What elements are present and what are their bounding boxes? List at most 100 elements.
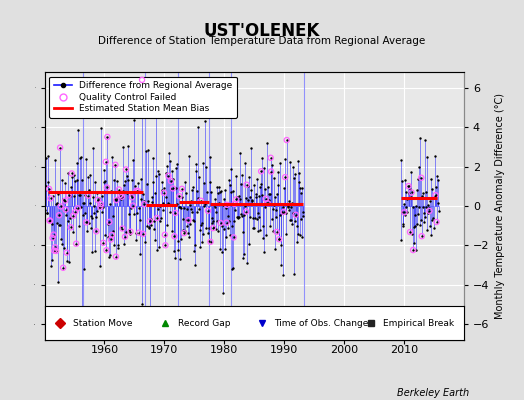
Point <box>191 242 200 248</box>
Point <box>226 189 235 196</box>
Point <box>249 224 257 231</box>
Point <box>417 174 425 181</box>
Point <box>286 217 294 223</box>
Point <box>70 192 78 199</box>
Point <box>92 214 100 220</box>
Point <box>117 196 126 202</box>
Point <box>96 201 105 207</box>
Point <box>275 236 283 242</box>
Point <box>171 210 180 216</box>
Point <box>202 164 211 170</box>
Point <box>204 208 212 214</box>
Point <box>86 172 94 179</box>
Point <box>178 186 186 192</box>
Point <box>188 208 196 215</box>
Point <box>105 254 113 261</box>
Point <box>90 203 98 209</box>
Point <box>72 240 80 247</box>
Point <box>219 290 227 296</box>
Point <box>277 262 285 268</box>
Point <box>118 225 127 232</box>
Text: 1960: 1960 <box>90 345 118 355</box>
Point <box>130 117 139 124</box>
Point <box>203 229 212 236</box>
Point <box>186 202 194 208</box>
Point <box>254 228 263 234</box>
Point <box>63 258 71 264</box>
Point <box>272 229 281 235</box>
Point <box>174 246 183 253</box>
Point <box>128 194 136 200</box>
Point <box>66 215 74 221</box>
Point <box>297 216 305 223</box>
Point <box>91 179 100 185</box>
Point <box>400 209 409 216</box>
Point <box>75 192 84 198</box>
Point <box>179 216 188 222</box>
Point <box>120 240 128 247</box>
Point <box>429 195 438 202</box>
Point <box>280 156 289 162</box>
Point <box>432 184 440 190</box>
Point <box>119 188 128 194</box>
Point <box>146 218 154 224</box>
Point <box>56 144 64 151</box>
Point <box>161 242 170 248</box>
Point <box>118 225 127 232</box>
Point <box>163 200 172 206</box>
Point <box>190 248 199 254</box>
Text: UST'OLENEK: UST'OLENEK <box>204 22 320 40</box>
Point <box>283 201 291 208</box>
Point <box>192 161 201 167</box>
Point <box>208 215 216 222</box>
Text: Berkeley Earth: Berkeley Earth <box>397 388 469 398</box>
Point <box>51 201 60 207</box>
Point <box>288 200 297 206</box>
Point <box>92 228 101 234</box>
Point <box>70 172 79 178</box>
Point <box>250 201 259 207</box>
Point <box>170 248 178 254</box>
Point <box>425 223 434 229</box>
Point <box>101 232 110 238</box>
Point <box>139 231 147 237</box>
Text: Time of Obs. Change: Time of Obs. Change <box>274 318 369 328</box>
Point <box>278 272 287 278</box>
Point <box>189 183 197 190</box>
Point <box>123 190 132 196</box>
Point <box>197 198 205 204</box>
Point <box>151 190 159 196</box>
Point <box>228 223 236 230</box>
Point <box>231 207 239 213</box>
Point <box>229 264 237 271</box>
Point <box>402 189 410 195</box>
Point <box>200 203 209 210</box>
Point <box>100 167 108 173</box>
Point <box>238 255 247 262</box>
Point <box>118 194 126 200</box>
Point <box>47 195 55 202</box>
Point <box>232 196 241 203</box>
Point <box>61 197 69 204</box>
Point <box>285 198 293 204</box>
Point <box>68 174 77 180</box>
Point <box>204 225 213 232</box>
Point <box>216 189 224 195</box>
Point <box>411 203 420 210</box>
Point <box>403 209 412 216</box>
Point <box>148 194 157 200</box>
Point <box>242 194 250 201</box>
Point <box>85 187 93 193</box>
Point <box>143 180 151 187</box>
Point <box>209 218 217 224</box>
Point <box>155 244 163 250</box>
Point <box>231 200 239 207</box>
Point <box>276 160 285 166</box>
Point <box>134 205 143 212</box>
Point <box>64 170 72 176</box>
Point <box>420 218 428 225</box>
Point <box>95 263 104 270</box>
Point <box>49 232 58 238</box>
Point <box>252 190 260 197</box>
Point <box>233 213 241 220</box>
